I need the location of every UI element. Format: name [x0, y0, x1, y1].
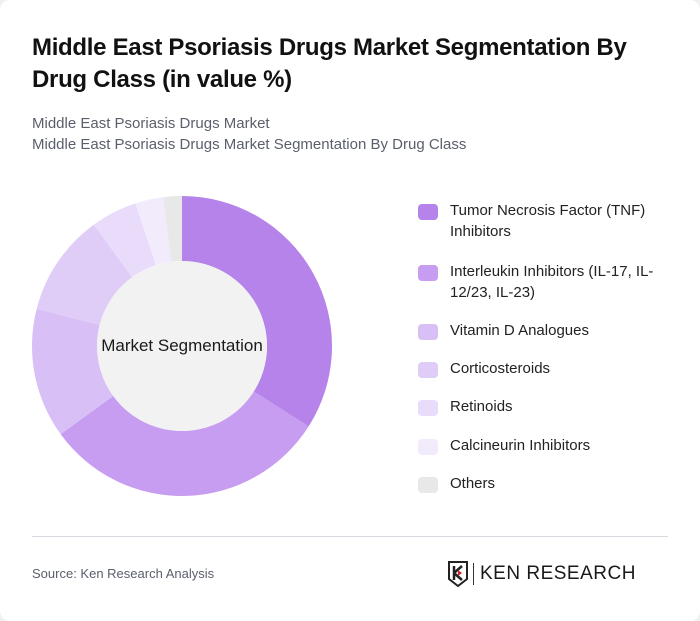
legend-swatch: [418, 204, 438, 220]
legend-item-calcineurin: Calcineurin Inhibitors: [418, 435, 678, 456]
logo-text: KEN RESEARCH: [480, 563, 636, 584]
donut-chart-svg: [32, 196, 332, 496]
legend-label: Corticosteroids: [450, 360, 551, 377]
legend-label: Retinoids: [450, 398, 513, 415]
ken-research-logo: KEN RESEARCH: [447, 560, 636, 588]
legend-swatch: [418, 400, 438, 416]
legend-item-interleukin: Interleukin Inhibitors (IL-17, IL-12/23,…: [418, 261, 678, 303]
page-title: Middle East Psoriasis Drugs Market Segme…: [32, 34, 627, 93]
donut-center: [97, 261, 267, 431]
legend-label: Others: [450, 475, 496, 492]
donut-slice: [32, 308, 114, 435]
legend-item-others: Others: [418, 473, 678, 494]
legend-label: Calcineurin Inhibitors: [450, 437, 591, 454]
legend-swatch: [418, 477, 438, 493]
donut-slice: [93, 203, 156, 278]
legend-swatch: [418, 439, 438, 455]
legend-label: Tumor Necrosis Factor (TNF) Inhibitors: [450, 202, 646, 240]
footer-divider: [32, 536, 668, 537]
chart-legend: Tumor Necrosis Factor (TNF) Inhibitors I…: [418, 200, 678, 494]
donut-slice: [182, 196, 332, 427]
legend-item-tnf: Tumor Necrosis Factor (TNF) Inhibitors: [418, 200, 678, 242]
legend-swatch: [418, 265, 438, 281]
donut-slice: [60, 391, 309, 496]
donut-chart: Market Segmentation: [32, 196, 332, 496]
donut-center-label: Market Segmentation: [101, 336, 263, 355]
legend-item-retinoids: Retinoids: [418, 396, 678, 417]
legend-swatch: [418, 362, 438, 378]
donut-slice: [163, 196, 182, 262]
legend-item-corticosteroids: Corticosteroids: [418, 358, 678, 379]
legend-label: Interleukin Inhibitors (IL-17, IL-12/23,…: [450, 263, 654, 301]
legend-label: Vitamin D Analogues: [450, 322, 589, 339]
subtitle: Middle East Psoriasis Drugs Market Middl…: [32, 113, 466, 155]
ken-research-shield-icon: [448, 561, 468, 588]
donut-slice: [36, 224, 133, 325]
legend-item-vitamin-d: Vitamin D Analogues: [418, 320, 678, 341]
subtitle-market: Middle East Psoriasis Drugs Market: [32, 115, 270, 132]
source-text: Source: Ken Research Analysis: [32, 566, 215, 581]
subtitle-segmentation: Middle East Psoriasis Drugs Market Segme…: [32, 136, 467, 153]
legend-swatch: [418, 324, 438, 340]
donut-slice: [135, 197, 172, 266]
logo-separator: [473, 563, 474, 585]
